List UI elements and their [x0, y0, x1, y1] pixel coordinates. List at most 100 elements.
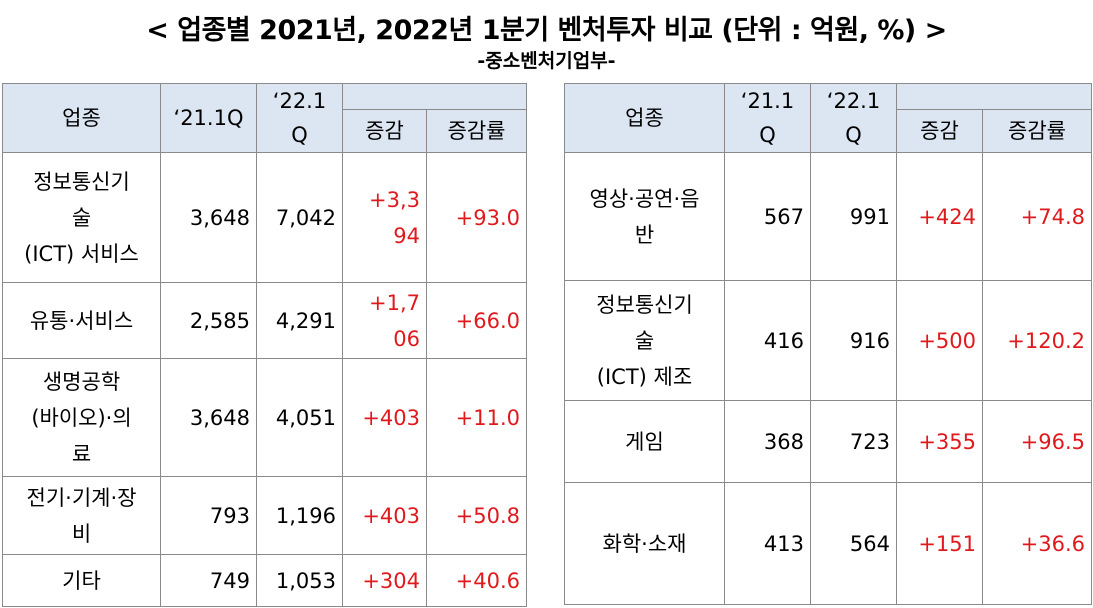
q2021-value: 793 [209, 503, 250, 528]
q2021-value: 2,585 [189, 308, 250, 333]
q2021-cell: 368 [724, 400, 811, 483]
industry-cell: 영상·공연·음 반 [564, 152, 725, 281]
industry-value: 전기·기계·장 비 [26, 485, 137, 546]
rate-cell: +74.8 [982, 152, 1092, 281]
rate-value: +120.2 [1007, 328, 1085, 353]
q2021-cell: 2,585 [160, 282, 257, 359]
industry-value: 정보통신기 술 (ICT) 서비스 [24, 169, 139, 266]
change-value: +500 [918, 328, 976, 353]
q2022-value: 7,042 [275, 205, 336, 230]
rate-cell: +120.2 [982, 280, 1092, 401]
table-row: 유통·서비스 2,585 4,291 +1,7 06 +66.0 [2, 282, 527, 359]
change-cell: +1,7 06 [342, 282, 427, 359]
change-cell: +500 [896, 280, 983, 401]
table-row: 게임 368 723 +355 +96.5 [564, 400, 1092, 483]
q2022-value: 4,291 [275, 308, 336, 333]
table-row: 정보통신기 술 (ICT) 서비스 3,648 7,042 +3,3 94 +93.0 [2, 152, 527, 283]
change-value: +3,3 94 [369, 187, 420, 248]
header-change: 증감 [342, 109, 427, 153]
right-investment-table: 업종 ‘21.1 Q ‘22.1 Q 증감 증감률 영상·공연·음 반 567 991 +4… [564, 82, 1092, 605]
q2022-cell: 564 [810, 482, 897, 605]
q2022-value: 991 [849, 204, 890, 229]
q2022-value: 723 [849, 429, 890, 454]
q2022-value: 916 [849, 328, 890, 353]
rate-cell: +40.6 [426, 554, 527, 607]
q2021-cell: 793 [160, 476, 257, 555]
table-row: 생명공학 (바이오)·의 료 3,648 4,051 +403 +11.0 [2, 358, 527, 477]
header-industry: 업종 [564, 83, 725, 153]
header-rate: 증감률 [426, 109, 527, 153]
table-row: 화학·소재 413 564 +151 +36.6 [564, 482, 1092, 605]
industry-cell: 생명공학 (바이오)·의 료 [2, 358, 161, 477]
page-subtitle: -중소벤처기업부- [477, 50, 616, 72]
table-row: 정보통신기 술 (ICT) 제조 416 916 +500 +120.2 [564, 280, 1092, 401]
q2022-cell: 7,042 [256, 152, 343, 283]
change-value: +151 [918, 531, 976, 556]
change-cell: +151 [896, 482, 983, 605]
industry-value: 게임 [625, 429, 664, 454]
industry-value: 정보통신기 술 (ICT) 제조 [596, 292, 693, 389]
change-value: +424 [918, 204, 976, 229]
rate-value: +40.6 [455, 568, 520, 593]
page-title: < 업종별 2021년, 2022년 1분기 벤처투자 비교 (단위 : 억원,… [146, 15, 947, 46]
change-cell: +403 [342, 358, 427, 477]
rate-value: +96.5 [1020, 429, 1085, 454]
q2021-cell: 3,648 [160, 152, 257, 283]
rate-value: +93.0 [455, 205, 520, 230]
rate-cell: +96.5 [982, 400, 1092, 483]
q2021-value: 3,648 [189, 205, 250, 230]
header-row: 증감 증감률 [3, 109, 527, 153]
change-cell: +304 [342, 554, 427, 607]
q2022-cell: 4,051 [256, 358, 343, 477]
header-change: 증감 [896, 109, 983, 153]
left-investment-table: 업종 ‘21.1Q ‘22.1 Q 증감 증감률 정보통신기 술 (ICT) 서비스 3… [2, 82, 527, 607]
industry-cell: 기타 [2, 554, 161, 607]
change-cell: +355 [896, 400, 983, 483]
change-value: +403 [362, 405, 420, 430]
industry-value: 화학·소재 [602, 531, 687, 556]
rate-value: +66.0 [455, 308, 520, 333]
header-industry: 업종 [2, 83, 161, 153]
table-row: 전기·기계·장 비 793 1,196 +403 +50.8 [2, 476, 527, 555]
q2022-cell: 1,053 [256, 554, 343, 607]
q2021-cell: 3,648 [160, 358, 257, 477]
change-cell: +403 [342, 476, 427, 555]
industry-value: 유통·서비스 [29, 308, 134, 333]
q2022-cell: 916 [810, 280, 897, 401]
rate-cell: +93.0 [426, 152, 527, 283]
table-row: 영상·공연·음 반 567 991 +424 +74.8 [564, 152, 1092, 281]
rate-cell: +66.0 [426, 282, 527, 359]
industry-value: 생명공학 (바이오)·의 료 [31, 369, 132, 466]
q2022-value: 1,053 [275, 568, 336, 593]
q2021-cell: 413 [724, 482, 811, 605]
rate-cell: +11.0 [426, 358, 527, 477]
header-2021q1: ‘21.1Q [160, 83, 257, 153]
q2022-value: 1,196 [275, 503, 336, 528]
rate-value: +11.0 [455, 405, 520, 430]
q2021-cell: 749 [160, 554, 257, 607]
change-value: +355 [918, 429, 976, 454]
q2021-value: 413 [763, 531, 804, 556]
rate-cell: +50.8 [426, 476, 527, 555]
q2022-cell: 723 [810, 400, 897, 483]
q2021-cell: 567 [724, 152, 811, 281]
q2021-value: 749 [209, 568, 250, 593]
industry-value: 영상·공연·음 반 [589, 186, 700, 247]
change-value: +403 [362, 503, 420, 528]
change-cell: +424 [896, 152, 983, 281]
industry-cell: 정보통신기 술 (ICT) 제조 [564, 280, 725, 401]
rate-value: +36.6 [1020, 531, 1085, 556]
header-2022q1: ‘22.1 Q [810, 83, 897, 153]
industry-cell: 정보통신기 술 (ICT) 서비스 [2, 152, 161, 283]
rate-cell: +36.6 [982, 482, 1092, 605]
header-group-blank [896, 82, 1092, 111]
table-row: 기타 749 1,053 +304 +40.6 [2, 554, 527, 607]
q2021-value: 3,648 [189, 405, 250, 430]
q2022-cell: 4,291 [256, 282, 343, 359]
industry-cell: 화학·소재 [564, 482, 725, 605]
q2021-cell: 416 [724, 280, 811, 401]
q2022-cell: 991 [810, 152, 897, 281]
